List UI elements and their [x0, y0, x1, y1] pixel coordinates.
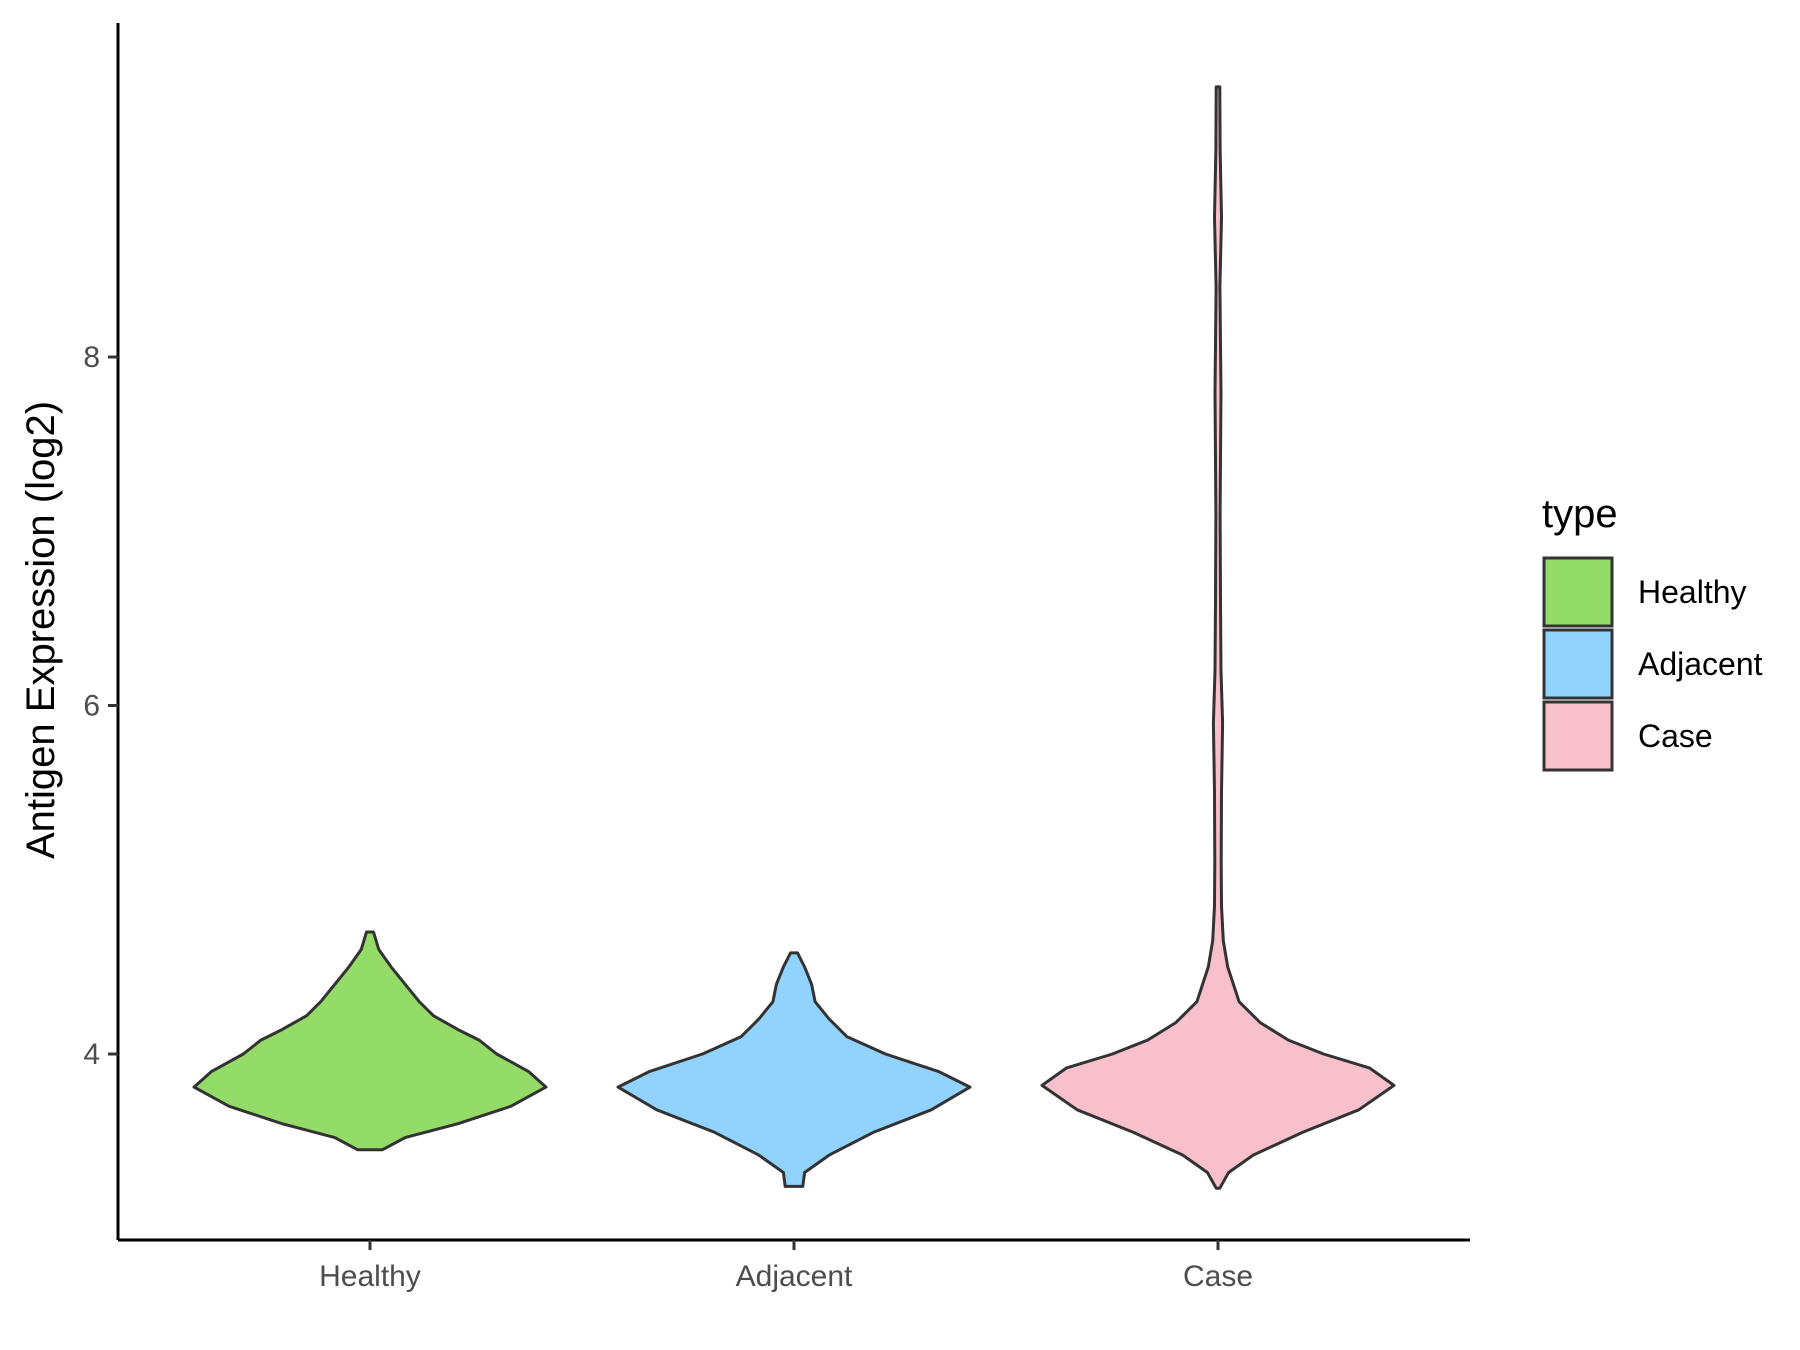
violin-case: [1040, 85, 1396, 1190]
y-axis-title: Antigen Expression (log2): [19, 401, 63, 859]
legend: type Healthy Adjacent Case: [1542, 492, 1763, 772]
violin-healthy: [192, 930, 548, 1152]
legend-items: Healthy Adjacent Case: [1542, 556, 1763, 772]
legend-key-adjacent: [1542, 628, 1614, 700]
legend-label-adjacent: Adjacent: [1638, 646, 1763, 682]
x-ticks: Healthy Adjacent Case: [319, 1240, 1253, 1293]
y-tick-label: 4: [83, 1038, 100, 1071]
x-tick-label: Case: [1183, 1260, 1253, 1293]
y-tick-label: 6: [83, 690, 100, 723]
y-tick-label: 8: [83, 341, 100, 374]
x-tick-label: Adjacent: [736, 1260, 853, 1293]
legend-key-case: [1542, 700, 1614, 772]
legend-key-healthy: [1542, 556, 1614, 628]
x-tick-label: Healthy: [319, 1260, 421, 1293]
violin-layer: [192, 85, 1396, 1190]
legend-title: type: [1542, 492, 1618, 536]
legend-label-case: Case: [1638, 718, 1713, 754]
y-ticks: 4 6 8: [83, 341, 118, 1071]
violin-adjacent: [616, 951, 972, 1188]
legend-label-healthy: Healthy: [1638, 574, 1747, 610]
